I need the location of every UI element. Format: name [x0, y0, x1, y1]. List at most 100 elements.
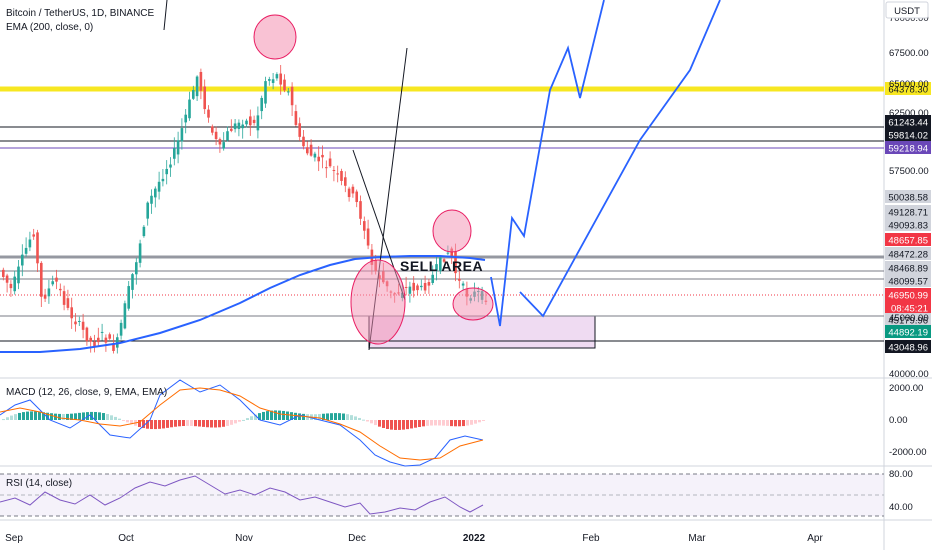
buy-zone-box[interactable]	[368, 315, 596, 349]
candle-body	[211, 126, 214, 133]
candle-body	[81, 321, 85, 330]
candlestick-series	[2, 65, 488, 354]
candle-body	[135, 262, 138, 275]
candle-body	[59, 288, 62, 291]
price-tag-box	[885, 141, 931, 154]
macd-bar	[18, 412, 21, 420]
macd-bar	[370, 420, 373, 424]
macd-bar	[70, 413, 73, 420]
ema-legend: EMA (200, close, 0)	[6, 22, 94, 33]
price-tag-box	[885, 190, 931, 203]
macd-bar	[330, 413, 333, 420]
projection-path-2[interactable]	[519, 0, 721, 318]
price-scale-tags: 64378.30 61243.44 59814.02 59218.94 50038.58…	[885, 82, 931, 354]
macd-bar	[474, 420, 477, 424]
price-tick-label: 57500.00	[889, 166, 929, 177]
candle-body	[173, 148, 176, 159]
highlight-ellipse-top[interactable]	[253, 14, 297, 60]
macd-bar	[166, 420, 169, 428]
rsi-legend: RSI (14, close)	[6, 478, 73, 489]
candle-body	[363, 221, 366, 231]
macd-bar	[94, 411, 97, 420]
candle-body	[28, 239, 32, 248]
macd-bar	[482, 420, 485, 421]
price-tag-box	[885, 274, 931, 287]
highlight-ellipse-left[interactable]	[350, 259, 406, 345]
candle-body	[439, 257, 442, 272]
candle-body	[256, 115, 260, 131]
macd-bar	[254, 414, 257, 420]
macd-bar	[350, 415, 353, 420]
macd-bar	[10, 415, 13, 420]
price-tick-label: 40000.00	[889, 369, 929, 380]
candle-body	[104, 337, 108, 343]
price-tag-label: 48472.28	[888, 250, 928, 261]
macd-bar	[154, 420, 157, 430]
candle-body	[119, 322, 123, 336]
macd-bar	[222, 420, 225, 427]
candle-body	[423, 282, 427, 291]
candle-body	[180, 128, 184, 142]
macd-bar	[462, 420, 465, 427]
candle-body	[442, 259, 446, 262]
macd-bar	[214, 420, 217, 428]
candle-body	[294, 111, 298, 125]
candle-body	[43, 294, 47, 299]
projection-path-1[interactable]	[490, 0, 605, 327]
candle-body	[249, 116, 252, 126]
candle-body	[13, 276, 16, 292]
macd-bar	[414, 420, 417, 428]
currency-badge[interactable]: USDT	[894, 6, 920, 17]
tick-mark-top[interactable]	[163, 0, 168, 31]
price-tag-box	[885, 313, 931, 326]
candle-body	[366, 228, 370, 246]
price-tag-box	[885, 82, 931, 95]
macd-bar	[170, 420, 173, 428]
candle-body	[241, 124, 244, 129]
candle-body	[89, 337, 92, 342]
candle-body	[161, 178, 165, 182]
macd-bar	[30, 411, 33, 420]
macd-bar	[430, 420, 433, 426]
candle-body	[298, 123, 301, 137]
macd-tick-label: -2000.00	[889, 447, 927, 458]
price-tag-box	[885, 247, 931, 260]
price-tag-label: 49128.71	[888, 208, 928, 219]
candle-body	[454, 251, 457, 274]
candle-body	[36, 232, 39, 264]
candle-body	[347, 188, 351, 198]
candle-body	[230, 128, 233, 131]
time-axis-label: Apr	[807, 533, 823, 544]
candle-body	[340, 170, 343, 181]
macd-bar	[410, 420, 413, 429]
horizontal-levels[interactable]	[0, 86, 884, 342]
candle-body	[260, 97, 263, 112]
macd-bar	[322, 413, 325, 420]
candle-body	[66, 298, 70, 308]
highlight-ellipse-right[interactable]	[452, 287, 494, 321]
macd-bar	[102, 413, 105, 420]
macd-bar	[358, 417, 361, 420]
candle-body	[93, 341, 96, 347]
macd-bar	[226, 420, 229, 426]
candle-body	[127, 286, 130, 309]
chart-title: Bitcoin / TetherUS, 1D, BINANCE	[6, 8, 155, 19]
price-tag-box	[885, 115, 931, 128]
highlight-ellipse-mid[interactable]	[432, 209, 472, 253]
macd-bar	[438, 420, 441, 426]
macd-bar	[66, 413, 69, 420]
macd-bar	[42, 412, 45, 420]
macd-bar	[82, 412, 85, 420]
macd-bar	[290, 412, 293, 420]
macd-bar	[286, 411, 289, 420]
macd-bar	[382, 420, 385, 428]
candle-body	[446, 252, 450, 254]
sell-area-label[interactable]: SELL AREA	[400, 258, 483, 274]
macd-bar	[118, 418, 121, 420]
candle-body	[264, 81, 267, 104]
macd-bar	[218, 420, 221, 428]
macd-bar	[22, 412, 25, 420]
price-tick-label: 45000.00	[889, 313, 929, 324]
candle-body	[85, 327, 89, 342]
